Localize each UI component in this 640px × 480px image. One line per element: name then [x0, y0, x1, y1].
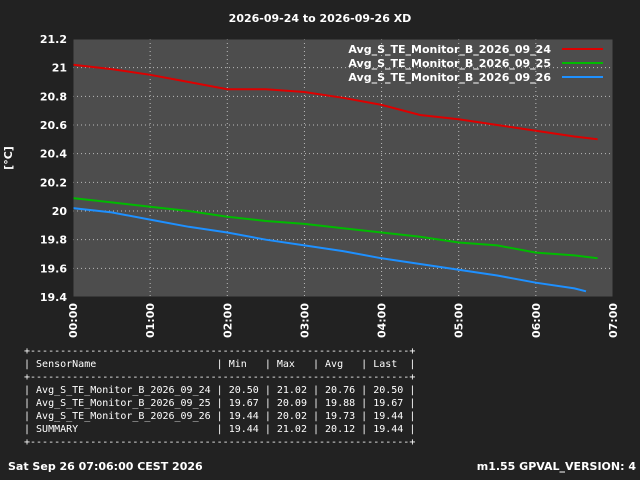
x-tick-label: 00:00 — [67, 303, 80, 338]
y-tick-label: 21.2 — [40, 33, 67, 46]
table-row: | SUMMARY | 19.44 | 21.02 | 20.12 | 19.4… — [24, 424, 416, 435]
y-tick-label: 20.8 — [40, 90, 67, 103]
plot-area — [73, 39, 613, 297]
chart-svg: 19.4 19.6 19.8 20 20.2 20.4 20.6 20.8 21 21.2 00:0… — [2, 33, 620, 338]
legend-label-2: Avg_S_TE_Monitor_B_2026_09_25 — [348, 57, 551, 70]
y-tick-label: 20.2 — [40, 176, 67, 189]
x-tick-label: 02:00 — [221, 303, 234, 338]
series-line-2 — [72, 197, 598, 260]
y-tick-label: 21 — [52, 62, 67, 75]
y-tick-label: 19.8 — [40, 234, 67, 247]
x-tick-label: 07:00 — [607, 303, 620, 338]
table-border: +---------------------------------------… — [24, 372, 416, 383]
y-axis-label: [°C] — [2, 146, 15, 170]
x-tick-label: 06:00 — [530, 303, 543, 338]
stats-table: +---------------------------------------… — [24, 345, 415, 449]
footer-version: m1.55 GPVAL_VERSION: 4 — [476, 460, 636, 473]
x-tick-label: 05:00 — [453, 303, 466, 338]
legend-label-3: Avg_S_TE_Monitor_B_2026_09_26 — [348, 71, 551, 84]
chart-title: 2026-09-24 to 2026-09-26 XD — [228, 12, 412, 25]
table-row: | Avg_S_TE_Monitor_B_2026_09_25 | 19.67 … — [24, 398, 416, 409]
x-tick-label: 01:00 — [144, 303, 157, 338]
footer-timestamp: Sat Sep 26 07:06:00 CEST 2026 — [8, 460, 203, 473]
series-line-1 — [72, 63, 598, 141]
y-tick-label: 20.6 — [40, 119, 67, 132]
legend-label-1: Avg_S_TE_Monitor_B_2026_09_24 — [348, 43, 551, 56]
table-border: +---------------------------------------… — [24, 437, 416, 448]
series-line-3 — [72, 207, 587, 293]
plot-border — [72, 38, 614, 298]
x-tick-label: 04:00 — [376, 303, 389, 338]
y-tick-label: 19.6 — [40, 262, 67, 275]
y-tick-label: 19.4 — [40, 291, 67, 304]
y-tick-label: 20.4 — [40, 148, 67, 161]
x-tick-label: 03:00 — [298, 303, 311, 338]
table-row: | Avg_S_TE_Monitor_B_2026_09_26 | 19.44 … — [24, 411, 416, 422]
y-tick-label: 20 — [52, 205, 68, 218]
table-border: +---------------------------------------… — [24, 346, 416, 357]
table-row: | Avg_S_TE_Monitor_B_2026_09_24 | 20.50 … — [24, 385, 416, 396]
table-header-row: | SensorName | Min | Max | Avg | Last | — [24, 359, 416, 370]
